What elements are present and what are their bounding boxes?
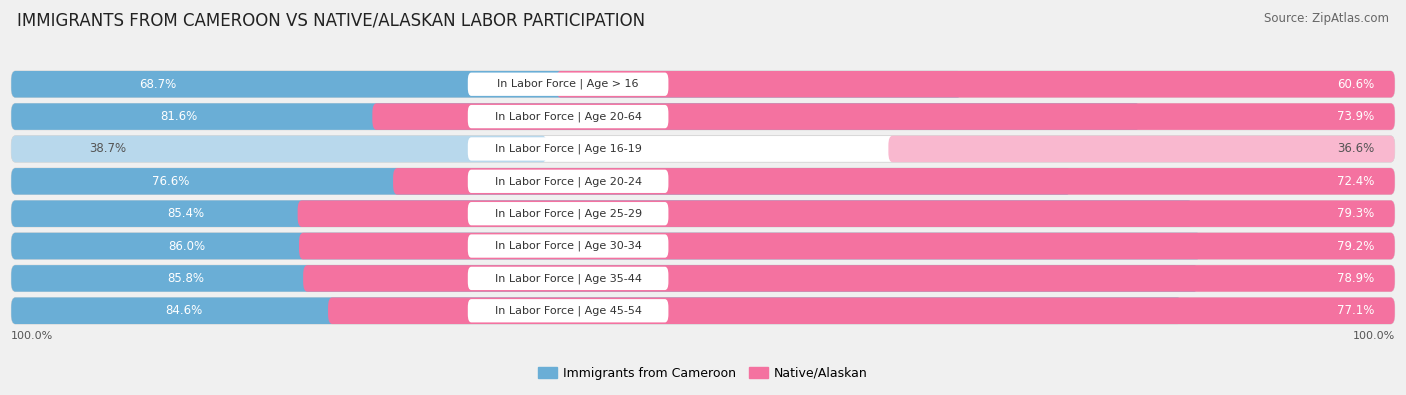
Text: 79.3%: 79.3% (1337, 207, 1374, 220)
FancyBboxPatch shape (11, 168, 1071, 195)
FancyBboxPatch shape (889, 136, 1395, 162)
FancyBboxPatch shape (557, 71, 1395, 98)
FancyBboxPatch shape (468, 137, 668, 161)
FancyBboxPatch shape (468, 234, 668, 258)
Text: IMMIGRANTS FROM CAMEROON VS NATIVE/ALASKAN LABOR PARTICIPATION: IMMIGRANTS FROM CAMEROON VS NATIVE/ALASK… (17, 12, 645, 30)
Text: In Labor Force | Age 20-64: In Labor Force | Age 20-64 (495, 111, 641, 122)
FancyBboxPatch shape (468, 105, 668, 128)
Text: 100.0%: 100.0% (11, 331, 53, 341)
Text: 38.7%: 38.7% (90, 143, 127, 156)
FancyBboxPatch shape (394, 168, 1395, 195)
Text: In Labor Force | Age 16-19: In Labor Force | Age 16-19 (495, 144, 641, 154)
FancyBboxPatch shape (11, 200, 1192, 227)
Text: 72.4%: 72.4% (1337, 175, 1374, 188)
FancyBboxPatch shape (11, 136, 1395, 162)
FancyBboxPatch shape (11, 71, 962, 98)
Text: 68.7%: 68.7% (139, 78, 176, 91)
Text: 86.0%: 86.0% (167, 239, 205, 252)
FancyBboxPatch shape (11, 265, 1395, 292)
FancyBboxPatch shape (11, 71, 1395, 98)
FancyBboxPatch shape (11, 297, 1395, 324)
Text: 100.0%: 100.0% (1353, 331, 1395, 341)
FancyBboxPatch shape (11, 233, 1395, 259)
Legend: Immigrants from Cameroon, Native/Alaskan: Immigrants from Cameroon, Native/Alaskan (533, 362, 873, 385)
FancyBboxPatch shape (304, 265, 1395, 292)
Text: In Labor Force | Age 45-54: In Labor Force | Age 45-54 (495, 305, 641, 316)
Text: 85.4%: 85.4% (167, 207, 204, 220)
Text: 85.8%: 85.8% (167, 272, 204, 285)
Text: Source: ZipAtlas.com: Source: ZipAtlas.com (1264, 12, 1389, 25)
FancyBboxPatch shape (11, 103, 1140, 130)
FancyBboxPatch shape (11, 297, 1181, 324)
Text: 76.6%: 76.6% (152, 175, 190, 188)
Text: In Labor Force | Age > 16: In Labor Force | Age > 16 (498, 79, 638, 90)
FancyBboxPatch shape (11, 200, 1395, 227)
FancyBboxPatch shape (11, 103, 1395, 130)
FancyBboxPatch shape (468, 267, 668, 290)
FancyBboxPatch shape (328, 297, 1395, 324)
Text: 78.9%: 78.9% (1337, 272, 1374, 285)
FancyBboxPatch shape (373, 103, 1395, 130)
Text: 79.2%: 79.2% (1337, 239, 1374, 252)
FancyBboxPatch shape (468, 170, 668, 193)
FancyBboxPatch shape (468, 202, 668, 225)
Text: In Labor Force | Age 35-44: In Labor Force | Age 35-44 (495, 273, 641, 284)
FancyBboxPatch shape (298, 200, 1395, 227)
Text: In Labor Force | Age 25-29: In Labor Force | Age 25-29 (495, 209, 641, 219)
Text: 36.6%: 36.6% (1337, 143, 1374, 156)
FancyBboxPatch shape (468, 299, 668, 322)
FancyBboxPatch shape (11, 168, 1395, 195)
Text: 73.9%: 73.9% (1337, 110, 1374, 123)
FancyBboxPatch shape (299, 233, 1395, 259)
FancyBboxPatch shape (468, 73, 668, 96)
Text: In Labor Force | Age 30-34: In Labor Force | Age 30-34 (495, 241, 641, 251)
Text: 60.6%: 60.6% (1337, 78, 1374, 91)
FancyBboxPatch shape (11, 136, 547, 162)
Text: In Labor Force | Age 20-24: In Labor Force | Age 20-24 (495, 176, 641, 186)
FancyBboxPatch shape (11, 265, 1198, 292)
Text: 81.6%: 81.6% (160, 110, 198, 123)
FancyBboxPatch shape (11, 233, 1201, 259)
Text: 84.6%: 84.6% (166, 304, 202, 317)
Text: 77.1%: 77.1% (1337, 304, 1374, 317)
